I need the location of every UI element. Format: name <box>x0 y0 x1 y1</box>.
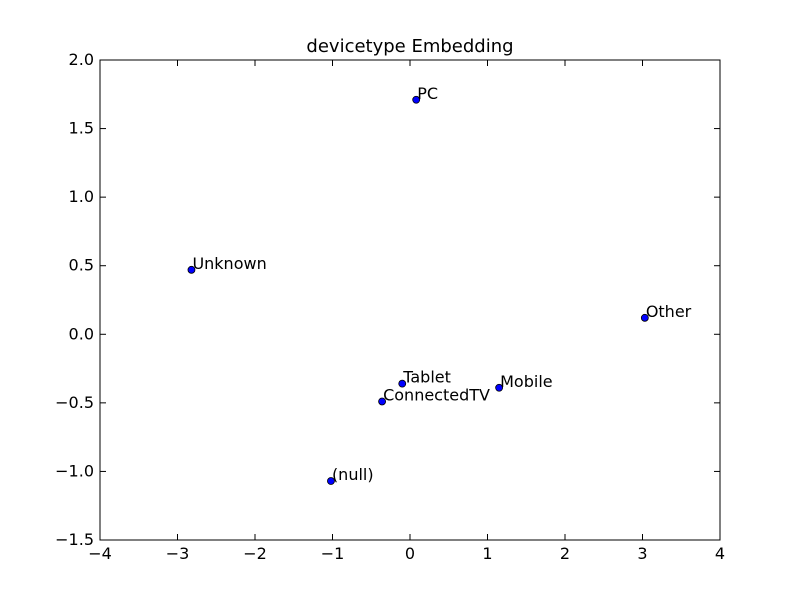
point-label: PC <box>417 84 438 103</box>
data-point <box>187 265 196 274</box>
data-point <box>378 397 387 406</box>
data-points: PC Unknown Other Tablet Mobile ConnectedTV (nu… <box>187 84 692 485</box>
y-tick-label: 0.5 <box>69 256 94 275</box>
y-tick-label: 0.0 <box>69 324 94 343</box>
chart-title: devicetype Embedding <box>306 36 513 57</box>
point-label: Tablet <box>402 368 451 387</box>
point-label: ConnectedTV <box>383 385 490 404</box>
y-tick-label: 2.0 <box>69 50 94 69</box>
axis-ticks: −4 −3 −2 −1 0 1 2 3 4 −1.5 −1.0 −0.5 0.0 0.5 1.0 1.5 2.0 <box>55 50 725 563</box>
y-tick-label: −1.0 <box>55 461 94 480</box>
data-point <box>640 313 649 322</box>
x-tick-label: 4 <box>715 544 725 563</box>
y-tick-label: 1.5 <box>69 119 94 138</box>
point-label: Unknown <box>192 254 266 273</box>
x-tick-label: −2 <box>243 544 267 563</box>
data-point <box>412 95 421 104</box>
x-tick-label: 0 <box>405 544 415 563</box>
plot-area <box>99 59 721 541</box>
x-tick-label: 3 <box>637 544 647 563</box>
y-tick-label: 1.0 <box>69 187 94 206</box>
data-point <box>495 383 504 392</box>
x-tick-label: −3 <box>166 544 190 563</box>
point-label: (null) <box>332 465 374 484</box>
point-label: Mobile <box>500 372 552 391</box>
point-label: Other <box>646 302 692 321</box>
x-tick-label: −1 <box>321 544 345 563</box>
y-tick-label: −0.5 <box>55 393 94 412</box>
y-tick-label: −1.5 <box>55 530 94 549</box>
data-point <box>327 477 335 485</box>
data-point <box>398 379 407 388</box>
x-tick-label: 1 <box>482 544 492 563</box>
x-tick-label: 2 <box>560 544 570 563</box>
x-tick-label: −4 <box>88 544 112 563</box>
